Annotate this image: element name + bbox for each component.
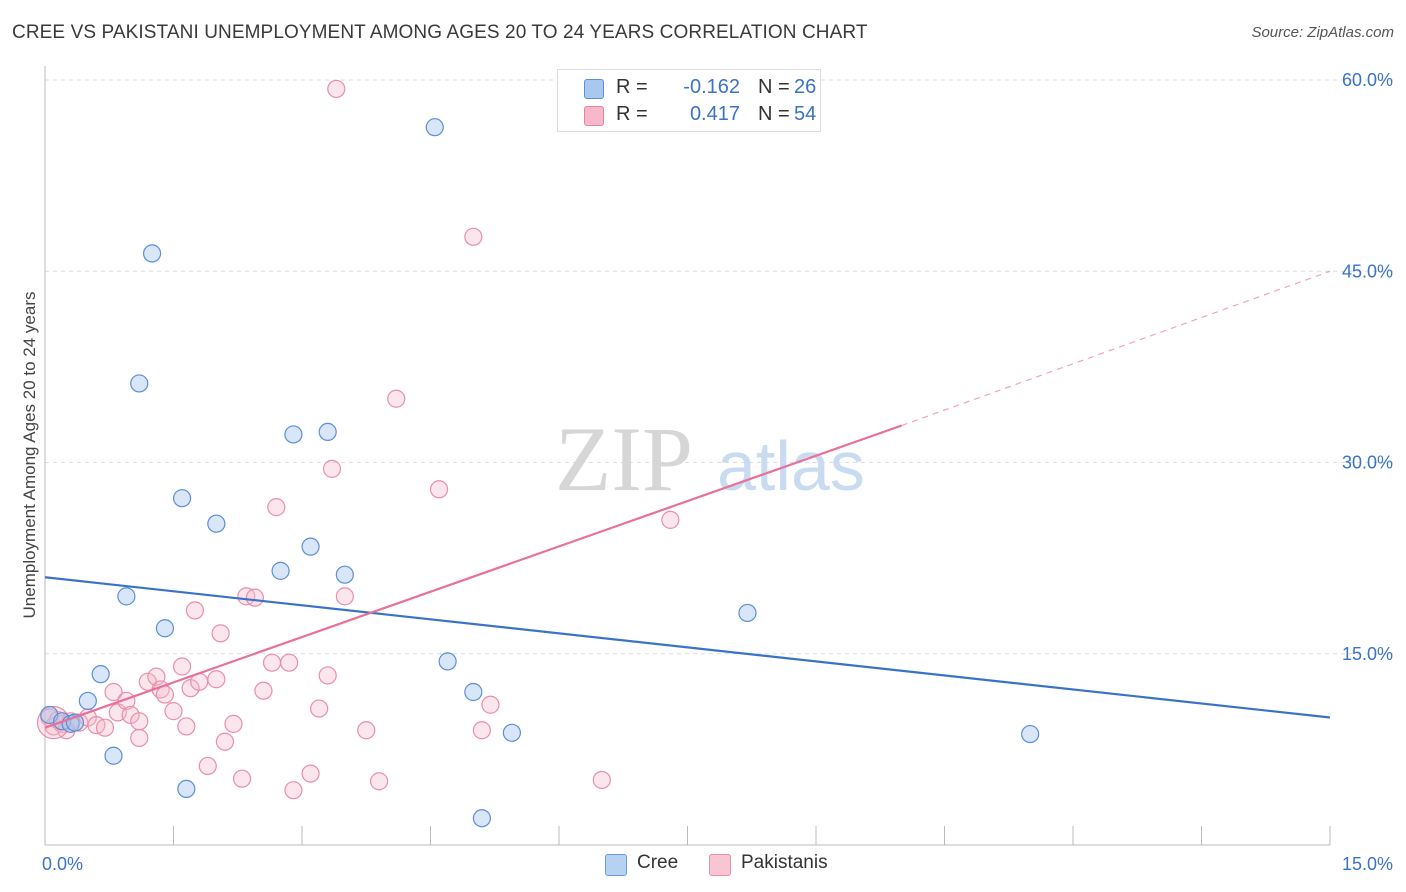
legend-n-value: 54	[794, 103, 817, 125]
watermark-atlas: atlas	[717, 427, 865, 505]
cree-point	[301, 537, 320, 556]
legend-r-value: 0.417	[689, 103, 740, 125]
cree-point	[104, 746, 123, 765]
pakistanis-point	[357, 721, 376, 740]
pakistanis-point	[232, 769, 252, 788]
legend-n-label: N =	[758, 103, 790, 125]
cree-point	[1021, 724, 1040, 744]
axes	[44, 66, 1331, 846]
cree-point	[130, 374, 149, 393]
cree-point	[318, 422, 337, 441]
cree-point	[425, 118, 444, 137]
cree-point	[738, 603, 757, 623]
bottom-legend-label-pakistanis: Pakistanis	[741, 852, 828, 873]
pakistanis-trend-extension	[901, 270, 1331, 427]
pakistanis-point	[284, 781, 303, 800]
pakistanis-point	[592, 770, 611, 790]
cree-points	[40, 118, 1040, 828]
pakistanis-point	[318, 666, 337, 685]
pakistanis-point	[95, 718, 115, 737]
y-tick-label: 15.0%	[1342, 644, 1393, 664]
pakistanis-point	[280, 653, 299, 672]
pakistanis-point	[224, 714, 243, 733]
cree-point	[502, 723, 521, 742]
pakistanis-point	[429, 480, 449, 499]
pakistanis-point	[172, 657, 192, 676]
cree-point	[142, 244, 162, 263]
cree-point	[155, 619, 175, 638]
pakistanis-point	[661, 510, 680, 529]
pakistanis-point	[262, 653, 282, 672]
pakistanis-point	[335, 587, 354, 606]
legend-r-label: R =	[616, 76, 648, 98]
pakistanis-point	[327, 79, 346, 99]
grid-lines	[45, 79, 1395, 655]
legend-n-label: N =	[758, 76, 790, 98]
y-tick-label: 45.0%	[1342, 261, 1393, 281]
cree-point	[271, 561, 290, 580]
legend-r-label: R =	[616, 103, 648, 125]
pakistanis-point	[198, 756, 217, 776]
source-label: Source: ZipAtlas.com	[1251, 24, 1394, 41]
y-tick-label: 60.0%	[1342, 70, 1393, 90]
cree-point	[438, 652, 457, 671]
pakistanis-point	[322, 459, 342, 478]
x-tick-label: 15.0%	[1342, 854, 1393, 874]
legend-n-value: 26	[794, 76, 817, 98]
correlation-legend: R = -0.162 N = 26 R = 0.417 N = 54	[557, 69, 821, 132]
cree-point	[91, 665, 110, 684]
pakistanis-point	[104, 682, 123, 702]
pakistanis-point	[207, 670, 226, 689]
pakistanis-point	[177, 717, 196, 736]
watermark-zip: ZIP	[555, 408, 693, 510]
cree-point	[464, 682, 483, 702]
cree-point	[117, 587, 136, 606]
pakistanis-point	[185, 601, 205, 620]
cree-point	[335, 565, 354, 584]
bottom-legend-swatch-pakistanis	[709, 854, 731, 876]
cree-point	[177, 779, 196, 799]
pakistanis-point	[301, 764, 320, 783]
legend-swatch-cree	[584, 79, 604, 99]
pakistanis-point	[211, 624, 230, 643]
pakistanis-point	[130, 712, 149, 731]
pakistanis-point	[215, 732, 234, 751]
cree-point	[472, 809, 491, 828]
pakistanis-point	[310, 699, 329, 718]
legend-swatch-pakistanis	[584, 106, 604, 126]
tick-labels: 15.0% 30.0% 45.0% 60.0% 0.0% 15.0%	[42, 70, 1393, 874]
watermark: ZIP atlas	[555, 408, 865, 510]
x-tick-label: 0.0%	[42, 854, 83, 874]
bottom-legend-label-cree: Cree	[637, 852, 679, 873]
pakistanis-point	[464, 227, 483, 246]
cree-point	[172, 489, 192, 508]
trend-lines	[44, 270, 1331, 729]
cree-point	[284, 425, 303, 444]
pakistanis-point	[245, 588, 264, 607]
y-tick-label: 30.0%	[1342, 453, 1393, 473]
pakistanis-point	[472, 721, 491, 740]
pakistanis-point	[370, 772, 389, 791]
chart-title: CREE VS PAKISTANI UNEMPLOYMENT AMONG AGE…	[12, 22, 868, 43]
pakistanis-point	[164, 702, 183, 721]
pakistanis-point	[254, 681, 273, 700]
pakistanis-point	[130, 728, 149, 748]
cree-point	[207, 514, 226, 533]
pakistanis-point	[481, 695, 500, 714]
pakistanis-point	[267, 498, 286, 517]
cree-point	[78, 691, 97, 711]
pakistanis-trend-line	[44, 424, 903, 729]
legend-r-value: -0.162	[683, 76, 740, 98]
cree-trend-line	[44, 576, 1331, 719]
y-axis-title: Unemployment Among Ages 20 to 24 years	[20, 291, 39, 619]
bottom-legend-swatch-cree	[605, 854, 627, 876]
pakistanis-point	[387, 389, 406, 408]
